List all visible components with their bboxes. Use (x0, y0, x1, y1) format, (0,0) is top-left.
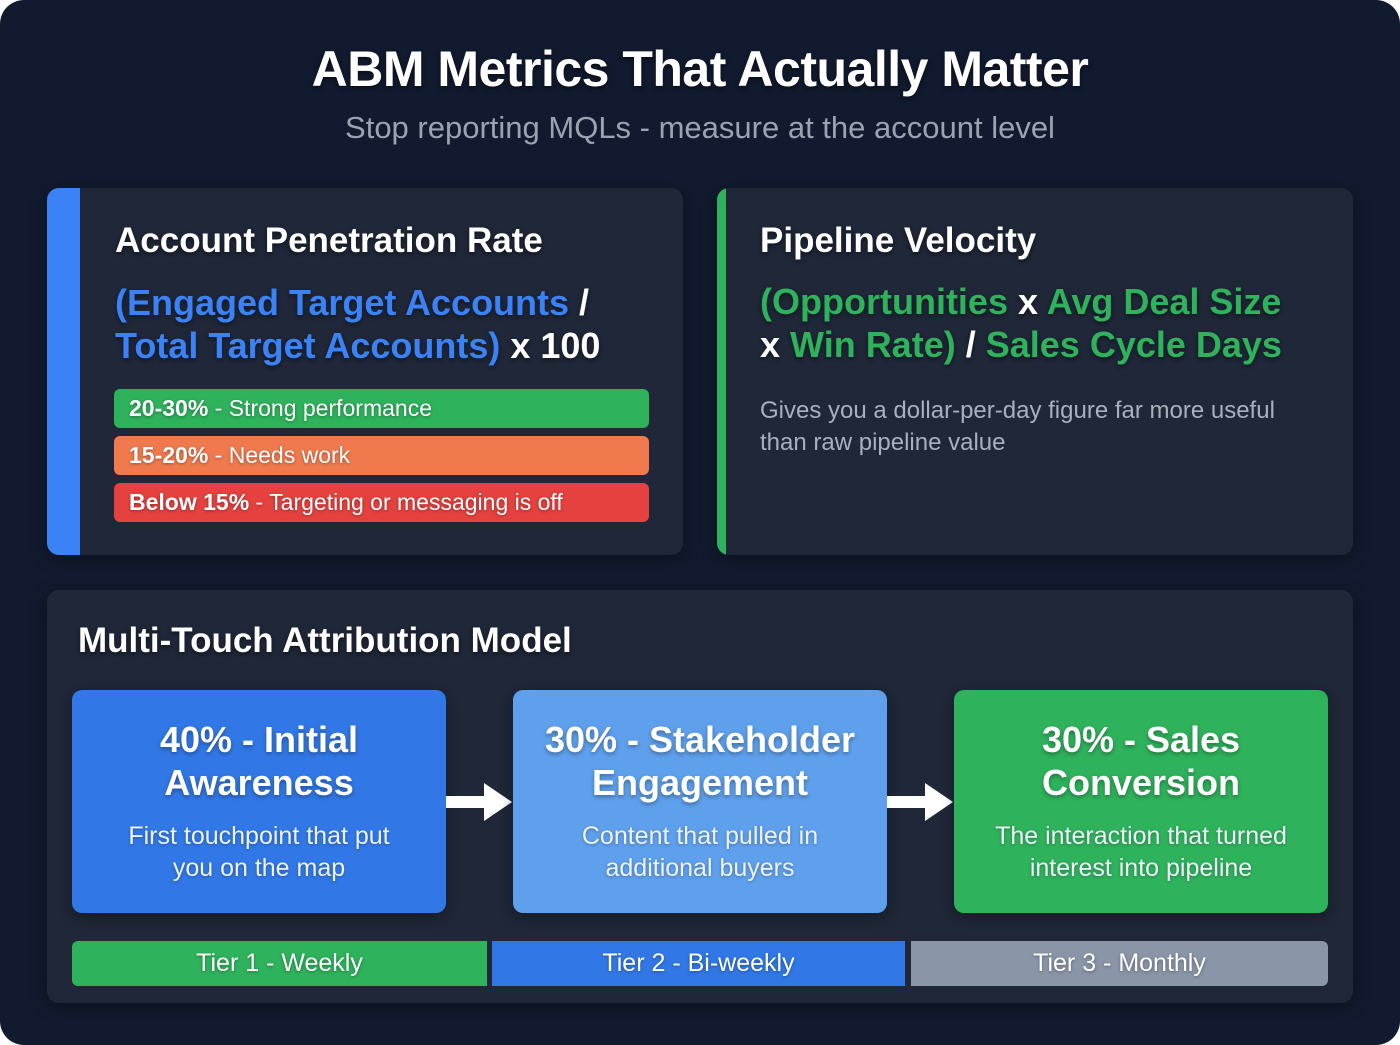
stage-title: 30% - Sales Conversion (1041, 719, 1241, 803)
arrow-right-icon (446, 783, 512, 821)
velocity-description: Gives you a dollar-per-day figure far mo… (760, 397, 1275, 456)
formula-term: Total Target Accounts) (115, 325, 501, 366)
arrow-right-icon (887, 783, 953, 821)
card-accent-bar (717, 188, 726, 555)
velocity-formula: (Opportunities x Avg Deal Size x Win Rat… (760, 280, 1282, 366)
penetration-formula: (Engaged Target Accounts / Total Target … (115, 281, 600, 367)
section-title: Multi-Touch Attribution Model (78, 621, 572, 660)
band-range: Below 15% (129, 489, 250, 515)
card-title: Pipeline Velocity (760, 221, 1037, 260)
formula-operator: / (955, 324, 986, 365)
stage-stakeholder-engagement: 30% - Stakeholder Engagement Content tha… (513, 690, 887, 913)
formula-operator: x (1007, 281, 1047, 322)
band-label: - Strong performance (208, 395, 432, 421)
formula-operator: / (569, 282, 590, 323)
tier-2-biweekly: Tier 2 - Bi-weekly (492, 941, 905, 986)
formula-operator: x (760, 324, 791, 365)
stage-title: 30% - Stakeholder Engagement (544, 719, 856, 803)
tier-1-weekly: Tier 1 - Weekly (72, 941, 487, 986)
account-penetration-card: Account Penetration Rate (Engaged Target… (47, 188, 683, 555)
formula-term: Avg Deal Size (1046, 281, 1282, 322)
formula-term: Win Rate) (790, 324, 956, 365)
card-title: Account Penetration Rate (115, 221, 543, 260)
benchmark-band-strong: 20-30% - Strong performance (114, 389, 649, 428)
stage-description: Content that pulled in additional buyers (581, 822, 819, 882)
benchmark-band-needs-work: 15-20% - Needs work (114, 436, 649, 475)
page-subtitle: Stop reporting MQLs - measure at the acc… (345, 110, 1055, 145)
stage-initial-awareness: 40% - Initial Awareness First touchpoint… (72, 690, 446, 913)
page-title: ABM Metrics That Actually Matter (311, 41, 1089, 97)
tier-3-monthly: Tier 3 - Monthly (911, 941, 1328, 986)
benchmark-band-off: Below 15% - Targeting or messaging is of… (114, 483, 649, 522)
card-accent-bar (47, 188, 80, 555)
band-range: 15-20% (129, 442, 209, 468)
band-range: 20-30% (129, 395, 209, 421)
band-label: - Targeting or messaging is off (249, 489, 563, 515)
stage-description: First touchpoint that put you on the map (128, 822, 390, 882)
stage-title: 40% - Initial Awareness (159, 719, 359, 803)
formula-term: (Engaged Target Accounts (115, 282, 570, 323)
pipeline-velocity-card: Pipeline Velocity (Opportunities x Avg D… (717, 188, 1353, 555)
stage-description: The interaction that turned interest int… (995, 822, 1287, 882)
attribution-card: Multi-Touch Attribution Model 40% - Init… (47, 590, 1353, 1003)
band-label: - Needs work (208, 442, 351, 468)
formula-term: Sales Cycle Days (985, 324, 1282, 365)
formula-term: (Opportunities (760, 281, 1008, 322)
stage-sales-conversion: 30% - Sales Conversion The interaction t… (954, 690, 1328, 913)
formula-operator: x 100 (500, 325, 601, 366)
